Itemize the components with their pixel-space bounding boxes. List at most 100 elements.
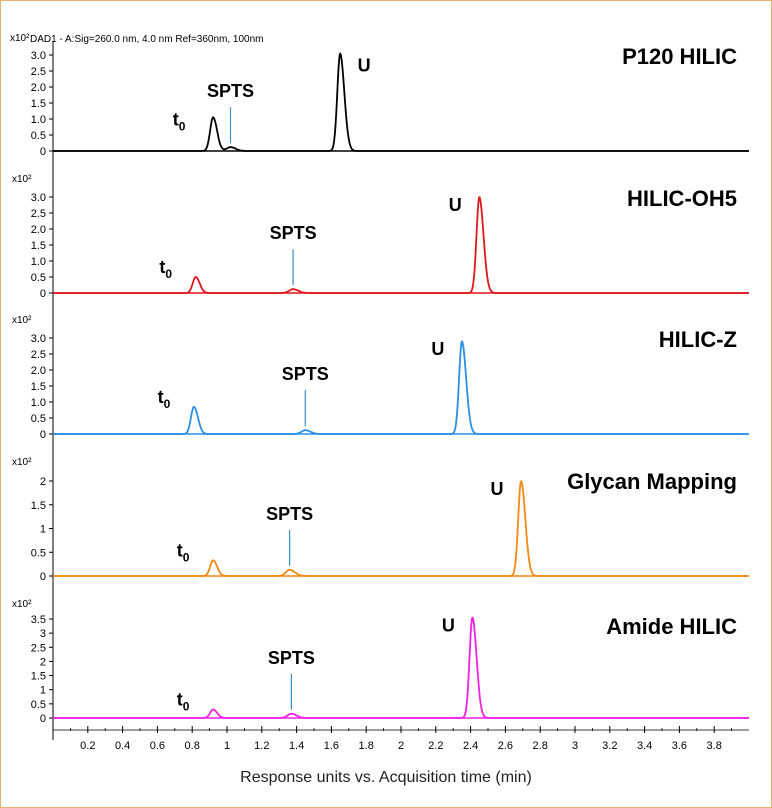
peak-label-spts: SPTS [207, 81, 254, 101]
y-tick-label: 2.0 [31, 224, 46, 236]
panel-title: HILIC-Z [659, 327, 737, 352]
t0-main: t [177, 690, 183, 710]
y-scale-label: x10² [12, 599, 32, 610]
t0-subscript: 0 [179, 119, 186, 133]
t0-main: t [159, 257, 165, 277]
t0-subscript: 0 [164, 397, 171, 411]
y-tick-label: 1 [40, 685, 46, 697]
y-scale-label: x10² [12, 315, 32, 326]
y-tick-label: 0.5 [31, 413, 46, 425]
y-tick-label: 0 [40, 429, 46, 441]
x-tick-label: 0.2 [80, 740, 95, 752]
peak-label-u: U [449, 195, 462, 215]
peak-label-t0: t0 [158, 387, 171, 411]
y-tick-label: 0.5 [31, 130, 46, 142]
trace-line [53, 195, 749, 294]
trace-line [53, 52, 749, 152]
peak-label-u: U [491, 479, 504, 499]
y-tick-label: 2 [40, 656, 46, 668]
signal-header: DAD1 - A:Sig=260.0 nm, 4.0 nm Ref=360nm,… [30, 34, 263, 45]
peak-label-spts: SPTS [282, 364, 329, 384]
y-tick-label: 2.5 [31, 208, 46, 220]
y-tick-label: 2.5 [31, 66, 46, 78]
y-tick-label: 2.0 [31, 82, 46, 94]
x-tick-label: 0.6 [150, 740, 165, 752]
y-tick-label: 0.5 [31, 547, 46, 559]
x-tick-label: 0.8 [185, 740, 200, 752]
trace-line [53, 340, 749, 435]
y-tick-label: 0.5 [31, 699, 46, 711]
x-tick-label: 3.2 [602, 740, 617, 752]
peak-label-t0: t0 [159, 257, 172, 281]
x-tick-label: 1.6 [324, 740, 339, 752]
y-scale-label: x10² [12, 457, 32, 468]
y-tick-label: 2.0 [31, 365, 46, 377]
y-tick-label: 0 [40, 288, 46, 300]
x-tick-label: 3 [572, 740, 578, 752]
x-tick-label: 2 [398, 740, 404, 752]
y-tick-label: 3.0 [31, 333, 46, 345]
y-tick-label: 1 [40, 524, 46, 536]
x-tick-label: 3.6 [672, 740, 687, 752]
y-tick-label: 0 [40, 146, 46, 158]
y-tick-label: 3 [40, 628, 46, 640]
y-tick-label: 0 [40, 571, 46, 583]
x-tick-label: 2.4 [463, 740, 478, 752]
y-tick-label: 0 [40, 713, 46, 725]
x-tick-label: 3.4 [637, 740, 652, 752]
peak-label-spts: SPTS [270, 223, 317, 243]
y-tick-label: 1.5 [31, 671, 46, 683]
y-tick-label: 1.0 [31, 256, 46, 268]
x-tick-label: 1.4 [289, 740, 304, 752]
t0-subscript: 0 [183, 550, 190, 564]
trace-line [53, 616, 749, 719]
panel-title: HILIC-OH5 [627, 186, 737, 211]
x-tick-label: 0.4 [115, 740, 130, 752]
y-tick-label: 3.0 [31, 50, 46, 62]
panel-title: Amide HILIC [606, 614, 737, 639]
t0-main: t [177, 540, 183, 560]
x-tick-label: 3.8 [707, 740, 722, 752]
peak-label-t0: t0 [173, 109, 186, 133]
x-tick-label: 1.2 [254, 740, 269, 752]
peak-label-spts: SPTS [268, 648, 315, 668]
y-tick-label: 1.5 [31, 500, 46, 512]
y-scale-label: x10² [10, 33, 30, 44]
x-tick-label: 1.8 [359, 740, 374, 752]
peak-label-t0: t0 [177, 540, 190, 564]
y-tick-label: 1.0 [31, 114, 46, 126]
peak-label-u: U [442, 616, 455, 636]
y-tick-label: 0.5 [31, 272, 46, 284]
x-tick-label: 1 [224, 740, 230, 752]
x-tick-label: 2.2 [428, 740, 443, 752]
x-tick-label: 2.8 [533, 740, 548, 752]
peak-label-t0: t0 [177, 690, 190, 714]
y-tick-label: 3.5 [31, 614, 46, 626]
panel-title: Glycan Mapping [567, 469, 737, 494]
y-tick-label: 3.0 [31, 192, 46, 204]
peak-label-u: U [431, 339, 444, 359]
t0-subscript: 0 [183, 700, 190, 714]
y-tick-label: 1.5 [31, 98, 46, 110]
y-tick-label: 2 [40, 476, 46, 488]
panel-title: P120 HILIC [622, 44, 737, 69]
t0-main: t [173, 109, 179, 129]
peak-label-u: U [358, 55, 371, 75]
y-tick-label: 1.5 [31, 381, 46, 393]
y-tick-label: 1.5 [31, 240, 46, 252]
y-tick-label: 2.5 [31, 349, 46, 361]
t0-main: t [158, 387, 164, 407]
x-tick-label: 2.6 [498, 740, 513, 752]
y-scale-label: x10² [12, 174, 32, 185]
t0-subscript: 0 [165, 267, 172, 281]
peak-label-spts: SPTS [266, 504, 313, 524]
y-tick-label: 2.5 [31, 642, 46, 654]
trace-line [53, 479, 749, 577]
x-axis-label: Response units vs. Acquisition time (min… [240, 769, 532, 786]
